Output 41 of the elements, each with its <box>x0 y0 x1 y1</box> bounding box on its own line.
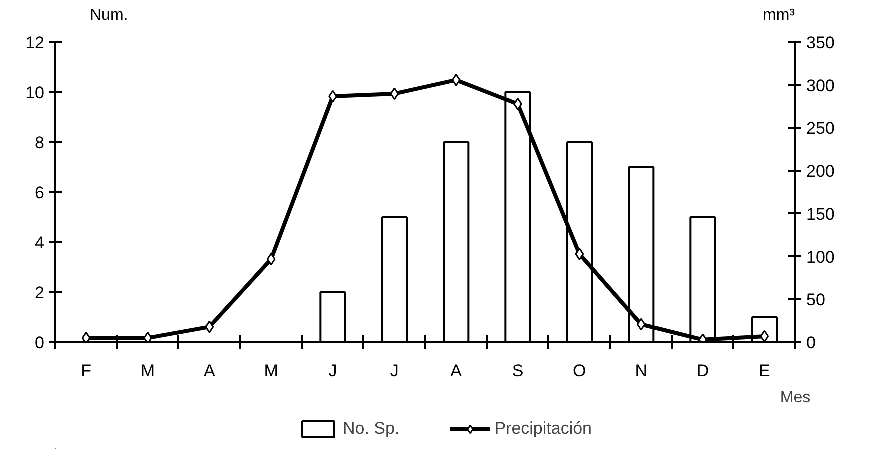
y2-tick-label: 250 <box>806 119 835 138</box>
y2-axis-title: mm³ <box>763 6 795 26</box>
point <box>390 88 400 100</box>
point <box>205 320 214 334</box>
y2-tick-label: 0 <box>806 334 816 352</box>
x-tick-label: N <box>635 362 648 380</box>
point <box>636 318 646 331</box>
x-tick-label: A <box>450 362 463 380</box>
x-tick-label: J <box>328 362 338 380</box>
point <box>452 74 461 86</box>
y-tick-label: 6 <box>35 184 45 202</box>
x-tick-label: J <box>390 362 399 380</box>
point <box>266 253 276 266</box>
legend-label: Precipitación <box>494 419 592 439</box>
legend-label: No. Sp. <box>342 419 400 439</box>
y-tick-label: 2 <box>35 284 45 302</box>
y-tick-label: 10 <box>26 84 45 102</box>
y2-tick-label: 100 <box>806 248 835 267</box>
x-tick-label: D <box>696 362 710 380</box>
x-tick-label: F <box>81 362 92 380</box>
y2-tick-label: 350 <box>806 34 835 52</box>
point <box>82 332 91 342</box>
x-axis-title: Mes <box>780 390 811 406</box>
x-tick-label: A <box>204 362 216 380</box>
y-tick-label: 8 <box>35 134 45 152</box>
y2-tick-label: 200 <box>806 162 835 182</box>
point <box>144 332 152 342</box>
y-tick-label: 12 <box>26 34 45 52</box>
x-tick-label: S <box>512 362 524 380</box>
y-tick-label: 4 <box>35 234 45 252</box>
x-tick-label: M <box>140 362 156 380</box>
x-tick-label: M <box>264 362 278 380</box>
x-tick-label: E <box>758 362 770 380</box>
point <box>575 248 584 260</box>
y2-tick-label: 150 <box>806 204 835 224</box>
x-tick-label: O <box>573 362 586 380</box>
y2-tick-label: 300 <box>806 76 835 96</box>
point <box>760 330 770 342</box>
y-tick-label: 0 <box>35 334 45 352</box>
y-axis-title: Num. <box>90 6 128 26</box>
y2-tick-label: 50 <box>806 290 826 310</box>
